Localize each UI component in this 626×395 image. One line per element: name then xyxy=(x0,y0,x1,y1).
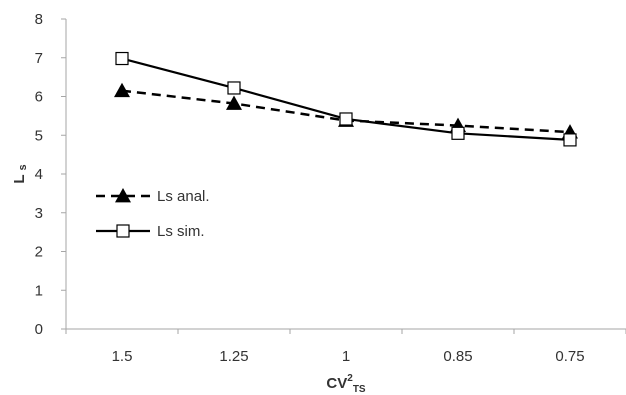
y-tick-labels: 0 1 2 3 4 5 6 7 8 xyxy=(35,11,66,338)
series-ls-sim xyxy=(115,51,577,147)
y-tick-label: 4 xyxy=(35,166,43,183)
y-tick-label: 0 xyxy=(35,321,43,338)
series-ls-anal xyxy=(114,82,578,139)
y-tick-label: 6 xyxy=(35,89,43,106)
data-point xyxy=(114,82,130,98)
legend-label: Ls anal. xyxy=(157,188,210,205)
y-axis-title: Ls xyxy=(11,164,29,183)
legend: Ls anal. Ls sim. xyxy=(96,188,210,240)
x-axis-title-sub: TS xyxy=(353,384,366,395)
y-tick-label: 7 xyxy=(35,50,43,67)
y-tick-label: 8 xyxy=(35,11,43,28)
data-point xyxy=(451,126,465,140)
y-axis-title-main: L xyxy=(11,174,28,183)
x-tick-label: 1 xyxy=(342,348,350,365)
legend-marker xyxy=(116,224,130,238)
legend-marker xyxy=(115,188,131,203)
data-point xyxy=(563,133,577,147)
data-point xyxy=(226,95,242,110)
x-tick-label: 0.85 xyxy=(443,348,472,365)
y-tick-label: 5 xyxy=(35,127,43,144)
y-axis-title-sub: s xyxy=(17,164,29,170)
data-point xyxy=(227,81,241,95)
x-tick-label: 1.25 xyxy=(219,348,248,365)
y-tick-label: 2 xyxy=(35,244,43,261)
x-tick-label: 0.75 xyxy=(555,348,584,365)
data-point xyxy=(339,112,353,126)
x-tick-labels: 1.5 1.25 1 0.85 0.75 xyxy=(65,329,626,365)
legend-item: Ls anal. xyxy=(96,188,210,205)
x-axis-title: CV2TS xyxy=(326,373,366,395)
series-layer xyxy=(114,51,578,147)
y-tick-label: 1 xyxy=(35,282,43,299)
x-axis-title-sup: 2 xyxy=(347,373,353,384)
legend-item: Ls sim. xyxy=(96,223,205,240)
x-tick-label: 1.5 xyxy=(112,348,133,365)
data-point xyxy=(115,51,129,66)
x-axis-title-main: CV xyxy=(326,375,347,392)
y-tick-label: 3 xyxy=(35,205,43,222)
legend-label: Ls sim. xyxy=(157,223,205,240)
